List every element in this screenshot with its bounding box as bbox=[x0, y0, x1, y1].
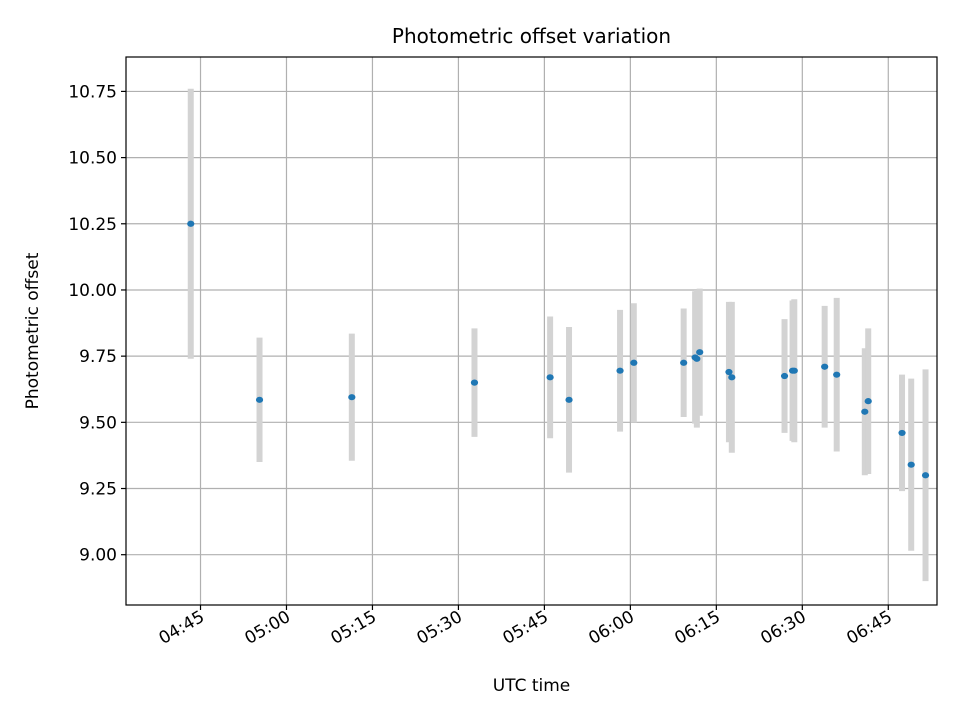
y-tick-label: 9.50 bbox=[79, 413, 117, 433]
data-point bbox=[470, 379, 479, 386]
data-point bbox=[790, 367, 798, 374]
data-point bbox=[693, 355, 701, 362]
data-point bbox=[898, 429, 906, 437]
data-points bbox=[187, 220, 930, 479]
data-point bbox=[780, 372, 789, 380]
y-tick-label: 10.00 bbox=[68, 281, 117, 301]
data-point bbox=[821, 363, 829, 370]
data-point bbox=[348, 394, 356, 401]
y-tick-label: 9.00 bbox=[79, 546, 117, 566]
data-point bbox=[546, 374, 554, 381]
y-tick-label: 10.75 bbox=[68, 82, 117, 102]
plot-frame bbox=[125, 56, 938, 606]
y-tick-label: 9.25 bbox=[79, 480, 117, 500]
data-point bbox=[565, 396, 573, 403]
x-axis-title: UTC time bbox=[493, 676, 571, 696]
y-axis-title: Photometric offset bbox=[23, 252, 43, 409]
y-tick-label: 9.75 bbox=[79, 347, 117, 367]
data-point bbox=[630, 359, 638, 366]
data-point bbox=[616, 367, 624, 374]
data-point bbox=[680, 359, 688, 366]
data-point bbox=[907, 461, 915, 468]
data-point bbox=[864, 398, 872, 405]
data-point bbox=[921, 472, 930, 479]
data-point bbox=[861, 408, 869, 415]
chart-title: Photometric offset variation bbox=[392, 24, 671, 48]
data-point bbox=[833, 371, 841, 378]
data-point bbox=[255, 396, 264, 403]
y-tick-label: 10.25 bbox=[68, 215, 117, 235]
data-point bbox=[725, 368, 733, 376]
data-point bbox=[696, 349, 704, 356]
y-tick-label: 10.50 bbox=[68, 149, 117, 169]
data-point bbox=[187, 220, 195, 227]
data-point bbox=[728, 374, 736, 381]
